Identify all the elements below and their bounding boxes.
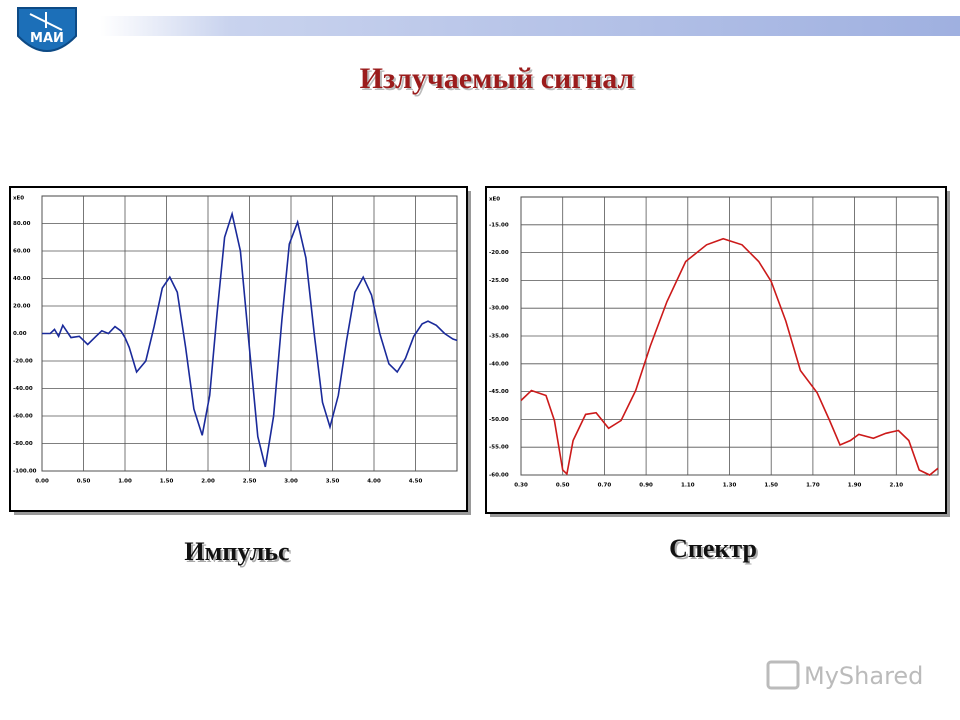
watermark-text: MyShared xyxy=(804,662,923,690)
y-tick-label: -60.00 xyxy=(13,414,33,420)
caption-shadow: Спектр xyxy=(671,536,759,565)
x-tick-label: 1.00 xyxy=(118,479,132,485)
frame xyxy=(485,186,947,514)
y-tick-label: -40.00 xyxy=(489,361,509,367)
x-tick-label: 3.00 xyxy=(284,479,298,485)
x-tick-label: 0.90 xyxy=(639,483,653,489)
x-tick-label: 2.10 xyxy=(890,483,904,489)
x-tick-label: 4.00 xyxy=(367,479,381,485)
x-tick-label: 1.70 xyxy=(806,483,820,489)
y-tick-label: -40.00 xyxy=(13,386,33,392)
y-tick-label: -20.00 xyxy=(489,250,509,256)
watermark-icon xyxy=(766,660,800,690)
y-tick-label: 80.00 xyxy=(13,221,31,227)
x-tick-label: 1.50 xyxy=(160,479,174,485)
caption-shadow: Импульс xyxy=(186,539,291,568)
y-tick-label: 20.00 xyxy=(13,304,31,310)
charts: 80.00 60.00 40.00 20.00 0.00 -20.00 -40.00 -60.… xyxy=(9,186,950,568)
x-tick-label: 0.70 xyxy=(598,483,612,489)
y-tick-label: 0.00 xyxy=(13,331,27,337)
y-tick-label: 60.00 xyxy=(13,249,31,255)
x-tick-label: 1.30 xyxy=(723,483,737,489)
logo-shield xyxy=(17,7,77,52)
y-tick-label: -30.00 xyxy=(489,306,509,312)
x-tick-label: 0.00 xyxy=(35,479,49,485)
y-tick-label: -25.00 xyxy=(489,278,509,284)
signal-line xyxy=(520,237,939,476)
y-tick-label: -35.00 xyxy=(489,334,509,340)
y-tick-label: -45.00 xyxy=(489,389,509,395)
chart: 80.00 60.00 40.00 20.00 0.00 -20.00 -40.00 -60.… xyxy=(9,186,471,568)
x-tick-label: 1.10 xyxy=(681,483,695,489)
x-tick-label: 0.50 xyxy=(77,479,91,485)
x-tick-label: 1.50 xyxy=(764,483,778,489)
y-tick-label: -60.00 xyxy=(489,473,509,479)
x-tick-label: 2.00 xyxy=(201,479,215,485)
watermark: MyShared xyxy=(766,660,923,690)
y-tick-label: -100.00 xyxy=(13,469,37,475)
slide-title: Излучаемый сигнал xyxy=(360,62,635,95)
y-tick-label: -20.00 xyxy=(13,359,33,365)
signal-line xyxy=(42,210,458,468)
y-axis-label: xE0 xyxy=(13,196,24,202)
x-tick-label: 3.50 xyxy=(326,479,340,485)
chart-caption: Импульс xyxy=(184,537,289,566)
chart-caption: Спектр xyxy=(669,534,757,563)
y-tick-label: -55.00 xyxy=(489,445,509,451)
logo: МАИ xyxy=(17,7,77,52)
y-tick-label: 40.00 xyxy=(13,276,31,282)
y-axis-label: xE0 xyxy=(489,197,500,203)
x-tick-label: 2.50 xyxy=(243,479,257,485)
x-tick-label: 0.30 xyxy=(514,483,528,489)
y-tick-label: -50.00 xyxy=(489,417,509,423)
logo-emblem xyxy=(29,12,63,31)
chart: -15.00 -20.00 -25.00 -30.00 -35.00 -40.00 -45.… xyxy=(485,186,950,565)
x-tick-label: 4.50 xyxy=(409,479,423,485)
title-shadow: Излучаемый сигнал xyxy=(362,64,637,97)
header-bar xyxy=(100,16,960,36)
y-tick-label: -80.00 xyxy=(13,441,33,447)
logo-text: МАИ xyxy=(30,31,64,46)
y-tick-label: -15.00 xyxy=(489,222,509,228)
x-tick-label: 0.50 xyxy=(556,483,570,489)
x-tick-label: 1.90 xyxy=(848,483,862,489)
frame xyxy=(9,186,468,512)
